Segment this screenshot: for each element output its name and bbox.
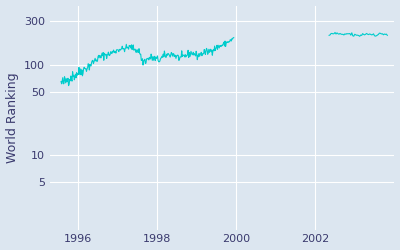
Y-axis label: World Ranking: World Ranking <box>6 72 18 163</box>
